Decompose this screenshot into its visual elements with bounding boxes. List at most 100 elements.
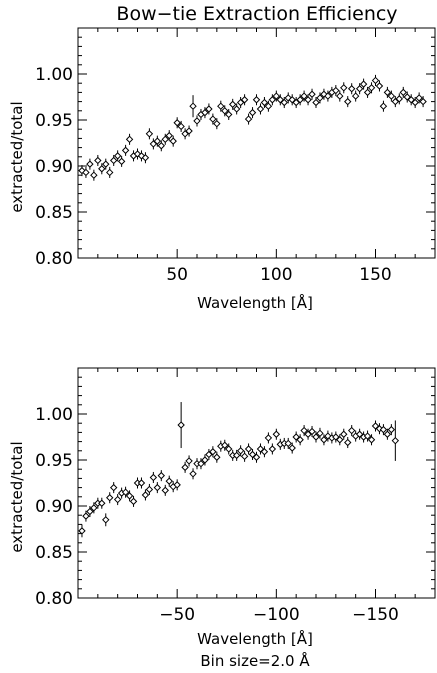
- y-tick-label: 0.85: [35, 543, 73, 563]
- data-point: [232, 451, 241, 460]
- bin-size-note: Bin size=2.0 Å: [200, 651, 310, 670]
- data-point: [387, 92, 396, 100]
- data-point: [407, 96, 415, 104]
- data-point: [165, 477, 173, 485]
- data-point: [296, 436, 304, 444]
- x-tick-label: 150: [359, 265, 391, 285]
- data-point: [86, 160, 94, 168]
- data-point: [395, 95, 404, 103]
- data-point: [228, 100, 237, 109]
- data-point: [367, 84, 376, 92]
- data-point: [248, 108, 257, 117]
- data-point: [121, 146, 130, 155]
- data-point: [391, 436, 400, 445]
- data-point: [367, 436, 376, 444]
- data-point: [225, 110, 233, 119]
- data-point: [106, 494, 114, 502]
- data-point: [256, 105, 265, 113]
- y-axis-label: extracted/total: [8, 101, 26, 212]
- data-point: [181, 463, 189, 472]
- data-point: [379, 102, 388, 110]
- data-point: [371, 76, 380, 85]
- data-point: [312, 433, 320, 441]
- data-point: [153, 483, 162, 492]
- data-point: [153, 137, 162, 145]
- data-point: [221, 441, 229, 449]
- data-points: [78, 402, 400, 538]
- y-tick-label: 0.90: [35, 157, 73, 177]
- data-point: [197, 459, 205, 468]
- data-point: [419, 97, 427, 106]
- data-point: [125, 492, 134, 500]
- data-point: [213, 453, 221, 461]
- data-point: [109, 483, 118, 492]
- data-point: [332, 86, 340, 95]
- data-point: [113, 495, 122, 504]
- data-point: [383, 430, 392, 438]
- data-point: [316, 94, 324, 102]
- data-point: [98, 499, 106, 507]
- data-point: [379, 425, 388, 434]
- data-point: [221, 107, 229, 115]
- data-point: [82, 512, 90, 520]
- data-point: [173, 119, 181, 127]
- data-point: [90, 171, 98, 179]
- data-point: [201, 108, 209, 117]
- data-point: [304, 430, 312, 438]
- data-point: [117, 157, 126, 166]
- data-point: [149, 473, 158, 482]
- axis-ticks: 50 100 150 0.80 0.85 0.90 0.95 1.00: [35, 28, 435, 285]
- data-point: [308, 427, 316, 436]
- data-point: [145, 130, 154, 138]
- plot-frame: [77, 27, 436, 259]
- data-point: [157, 471, 166, 480]
- data-point: [252, 96, 261, 104]
- data-point: [340, 430, 348, 438]
- data-point: [82, 168, 90, 177]
- data-point: [383, 88, 392, 97]
- data-point: [225, 445, 233, 453]
- data-point: [173, 481, 181, 489]
- data-point: [98, 165, 106, 173]
- y-tick-label: 1.00: [35, 405, 73, 425]
- data-point: [217, 102, 225, 110]
- data-point: [288, 96, 296, 104]
- data-point: [145, 485, 154, 494]
- data-point: [90, 504, 98, 512]
- data-point: [177, 421, 185, 429]
- data-point: [355, 430, 364, 438]
- data-point: [371, 422, 380, 430]
- y-tick-label: 0.95: [35, 451, 73, 471]
- data-point: [347, 426, 356, 435]
- data-point: [363, 88, 372, 97]
- data-point: [260, 98, 269, 107]
- plot-frame: [77, 367, 436, 599]
- data-point: [165, 131, 173, 140]
- data-point: [260, 448, 269, 456]
- data-point: [213, 119, 221, 128]
- y-tick-label: 0.95: [35, 111, 73, 131]
- data-point: [177, 122, 185, 131]
- data-point: [78, 527, 86, 535]
- data-point: [284, 439, 292, 448]
- data-point: [236, 447, 245, 455]
- data-point: [256, 445, 265, 453]
- data-point: [351, 92, 360, 100]
- data-point: [363, 432, 372, 440]
- data-points: [78, 74, 427, 181]
- x-tick-label: −100: [253, 605, 300, 625]
- data-point: [276, 96, 285, 104]
- data-point: [232, 105, 241, 113]
- y-tick-label: 0.80: [35, 589, 73, 609]
- data-point: [300, 92, 308, 100]
- data-point: [296, 96, 304, 104]
- data-point: [304, 96, 312, 104]
- data-point: [312, 98, 320, 107]
- axis-ticks: −50 −100 −150 0.80 0.85 0.90 0.95 1.00: [35, 368, 435, 625]
- x-tick-label: 50: [166, 265, 188, 285]
- data-point: [121, 488, 130, 496]
- data-point: [169, 137, 177, 145]
- data-point: [113, 152, 122, 160]
- data-point: [292, 98, 300, 107]
